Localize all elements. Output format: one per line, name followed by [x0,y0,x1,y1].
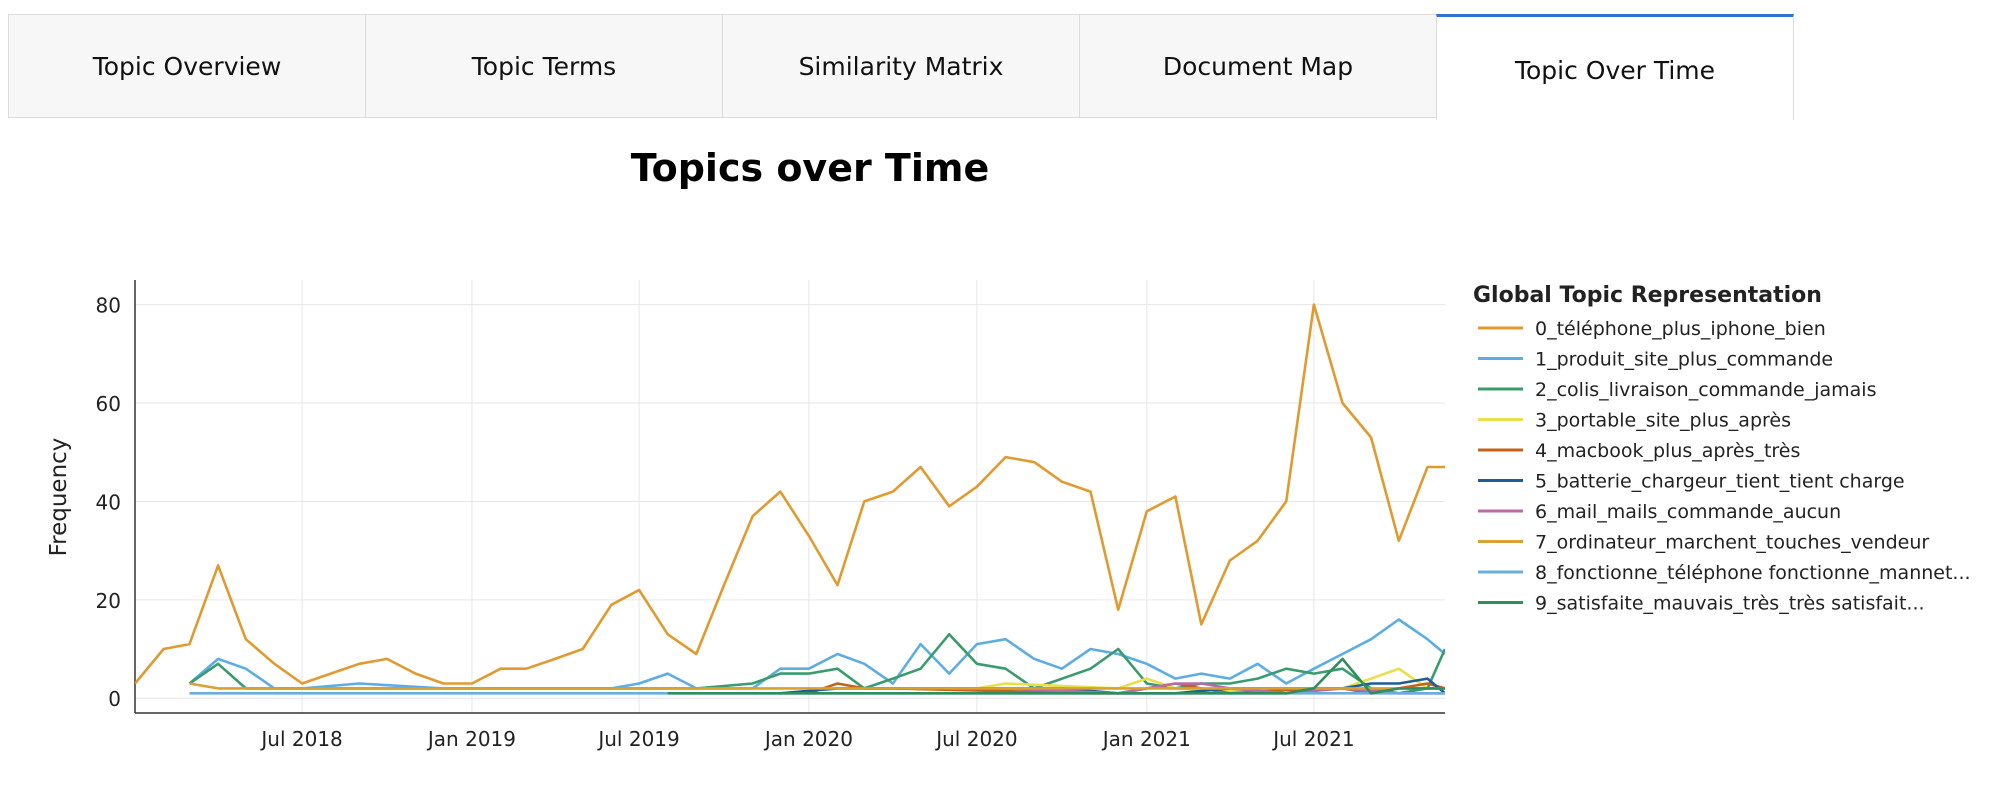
legend-item[interactable]: 9_satisfaite_mauvais_très_très satisfait… [1478,593,1925,615]
y-tick-label: 60 [96,392,121,416]
chart-legend: Global Topic Representation 0_téléphone_p… [1473,283,1971,615]
legend-item[interactable]: 7_ordinateur_marchent_touches_vendeur [1478,532,1929,554]
legend-label: 7_ordinateur_marchent_touches_vendeur [1535,532,1929,554]
legend-item[interactable]: 6_mail_mails_commande_aucun [1478,501,1841,523]
legend-label: 8_fonctionne_téléphone fonctionne_mannet… [1535,562,1971,584]
x-tick-label: Jul 2021 [1271,727,1354,751]
legend-item[interactable]: 3_portable_site_plus_après [1478,410,1791,432]
series-line-0[interactable] [135,303,1445,685]
chart-grid [135,280,1445,713]
x-tick-label: Jul 2020 [934,727,1017,751]
x-tick-label: Jul 2018 [259,727,342,751]
legend-label: 3_portable_site_plus_après [1535,410,1791,432]
y-tick-label: 40 [96,490,121,514]
y-axis-label: Frequency [46,438,72,557]
legend-item[interactable]: 0_téléphone_plus_iphone_bien [1478,318,1826,340]
chart-axes [134,280,1445,714]
legend-item[interactable]: 5_batterie_chargeur_tient_tient charge [1478,471,1905,493]
tab-similarity-matrix[interactable]: Similarity Matrix [722,14,1079,118]
x-tick-label: Jan 2019 [426,727,516,751]
legend-label: 6_mail_mails_commande_aucun [1535,501,1841,523]
legend-item[interactable]: 4_macbook_plus_après_très [1478,440,1800,462]
tab-topic-overview[interactable]: Topic Overview [8,14,365,118]
tab-document-map[interactable]: Document Map [1079,14,1436,118]
chart-series-lines [135,303,1446,695]
tab-topic-over-time[interactable]: Topic Over Time [1436,14,1794,120]
series-line-9[interactable] [667,657,1445,695]
legend-label: 9_satisfaite_mauvais_très_très satisfait… [1535,593,1925,615]
series-line-5[interactable] [780,677,1445,695]
chart-ticks: 0 20 40 60 80 Jul 2018 Jan 2019 Jul 2019 Jan 202… [96,294,1355,751]
series-line-7[interactable] [189,682,1446,690]
legend-label: 1_produit_site_plus_commande [1535,349,1833,371]
x-tick-label: Jul 2019 [596,727,679,751]
legend-title: Global Topic Representation [1473,283,1822,308]
y-tick-label: 0 [108,687,121,711]
y-tick-label: 80 [96,294,121,318]
legend-label: 2_colis_livraison_commande_jamais [1535,379,1877,401]
x-tick-label: Jan 2021 [1101,727,1191,751]
legend-item[interactable]: 1_produit_site_plus_commande [1478,349,1833,371]
legend-item[interactable]: 2_colis_livraison_commande_jamais [1478,379,1877,401]
tab-topic-terms[interactable]: Topic Terms [365,14,722,118]
legend-item[interactable]: 8_fonctionne_téléphone fonctionne_mannet… [1478,562,1971,584]
legend-label: 4_macbook_plus_après_très [1535,440,1800,462]
series-line-6[interactable] [949,682,1445,695]
y-tick-label: 20 [96,589,121,613]
page-title: Topics over Time [630,146,990,190]
legend-label: 0_téléphone_plus_iphone_bien [1535,318,1826,340]
x-tick-label: Jan 2020 [763,727,853,751]
legend-label: 5_batterie_chargeur_tient_tient charge [1535,471,1905,493]
tab-bar: Topic Overview Topic Terms Similarity Ma… [8,14,1794,120]
